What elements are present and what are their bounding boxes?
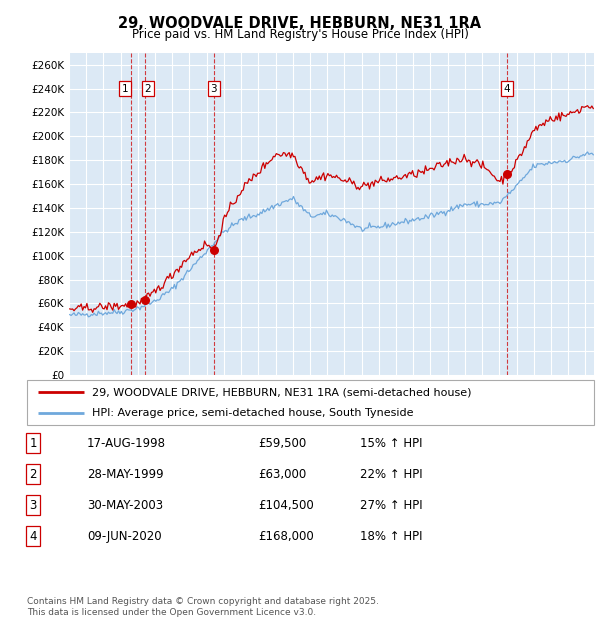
Point [209, 246, 218, 255]
Text: 18% ↑ HPI: 18% ↑ HPI [360, 530, 422, 542]
Text: 3: 3 [211, 84, 217, 94]
Point [140, 295, 150, 305]
Text: £168,000: £168,000 [258, 530, 314, 542]
Text: £104,500: £104,500 [258, 499, 314, 511]
Text: HPI: Average price, semi-detached house, South Tyneside: HPI: Average price, semi-detached house,… [92, 407, 414, 418]
Text: Contains HM Land Registry data © Crown copyright and database right 2025.
This d: Contains HM Land Registry data © Crown c… [27, 598, 379, 617]
Text: 09-JUN-2020: 09-JUN-2020 [87, 530, 161, 542]
Text: 2: 2 [144, 84, 151, 94]
Text: 27% ↑ HPI: 27% ↑ HPI [360, 499, 422, 511]
Text: 29, WOODVALE DRIVE, HEBBURN, NE31 1RA: 29, WOODVALE DRIVE, HEBBURN, NE31 1RA [118, 16, 482, 30]
Text: 28-MAY-1999: 28-MAY-1999 [87, 468, 164, 481]
Text: 22% ↑ HPI: 22% ↑ HPI [360, 468, 422, 481]
Text: 2: 2 [29, 468, 37, 481]
Text: 3: 3 [29, 499, 37, 511]
Text: 1: 1 [29, 437, 37, 450]
Text: £63,000: £63,000 [258, 468, 306, 481]
Text: 17-AUG-1998: 17-AUG-1998 [87, 437, 166, 450]
Text: £59,500: £59,500 [258, 437, 306, 450]
Text: 15% ↑ HPI: 15% ↑ HPI [360, 437, 422, 450]
Text: 30-MAY-2003: 30-MAY-2003 [87, 499, 163, 511]
Text: 4: 4 [504, 84, 511, 94]
Text: Price paid vs. HM Land Registry's House Price Index (HPI): Price paid vs. HM Land Registry's House … [131, 28, 469, 41]
Text: 1: 1 [122, 84, 128, 94]
Text: 4: 4 [29, 530, 37, 542]
Point [502, 169, 512, 179]
Text: 29, WOODVALE DRIVE, HEBBURN, NE31 1RA (semi-detached house): 29, WOODVALE DRIVE, HEBBURN, NE31 1RA (s… [92, 387, 472, 397]
Point [127, 299, 136, 309]
